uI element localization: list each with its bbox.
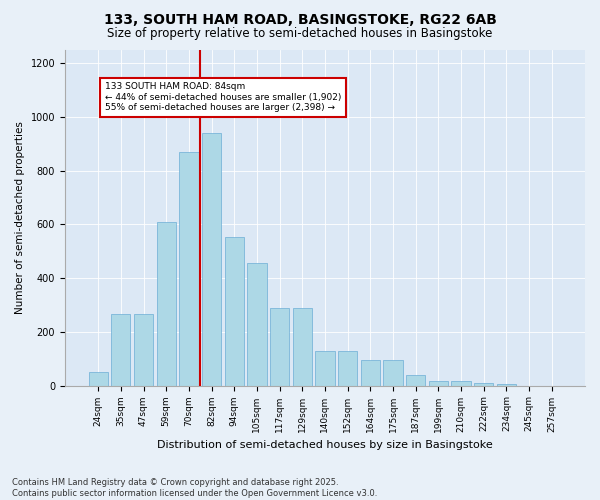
Text: 133, SOUTH HAM ROAD, BASINGSTOKE, RG22 6AB: 133, SOUTH HAM ROAD, BASINGSTOKE, RG22 6… [104,12,496,26]
Bar [406,376,425,386]
Bar [247,264,266,386]
Text: Contains HM Land Registry data © Crown copyright and database right 2025.
Contai: Contains HM Land Registry data © Crown c… [12,478,377,498]
Bar [202,133,221,386]
X-axis label: Distribution of semi-detached houses by size in Basingstoke: Distribution of semi-detached houses by … [157,440,493,450]
Text: 133 SOUTH HAM ROAD: 84sqm
← 44% of semi-detached houses are smaller (1,902)
55% : 133 SOUTH HAM ROAD: 84sqm ← 44% of semi-… [105,82,341,112]
Bar [89,372,108,386]
Bar [338,350,357,386]
Bar [293,308,312,386]
Bar [451,380,470,386]
Bar [428,380,448,386]
Bar [157,222,176,386]
Bar [316,350,335,386]
Bar [111,314,130,386]
Bar [134,314,153,386]
Y-axis label: Number of semi-detached properties: Number of semi-detached properties [15,122,25,314]
Bar [270,308,289,386]
Bar [224,236,244,386]
Bar [383,360,403,386]
Bar [361,360,380,386]
Bar [497,384,516,386]
Bar [474,384,493,386]
Bar [179,152,199,386]
Text: Size of property relative to semi-detached houses in Basingstoke: Size of property relative to semi-detach… [107,28,493,40]
